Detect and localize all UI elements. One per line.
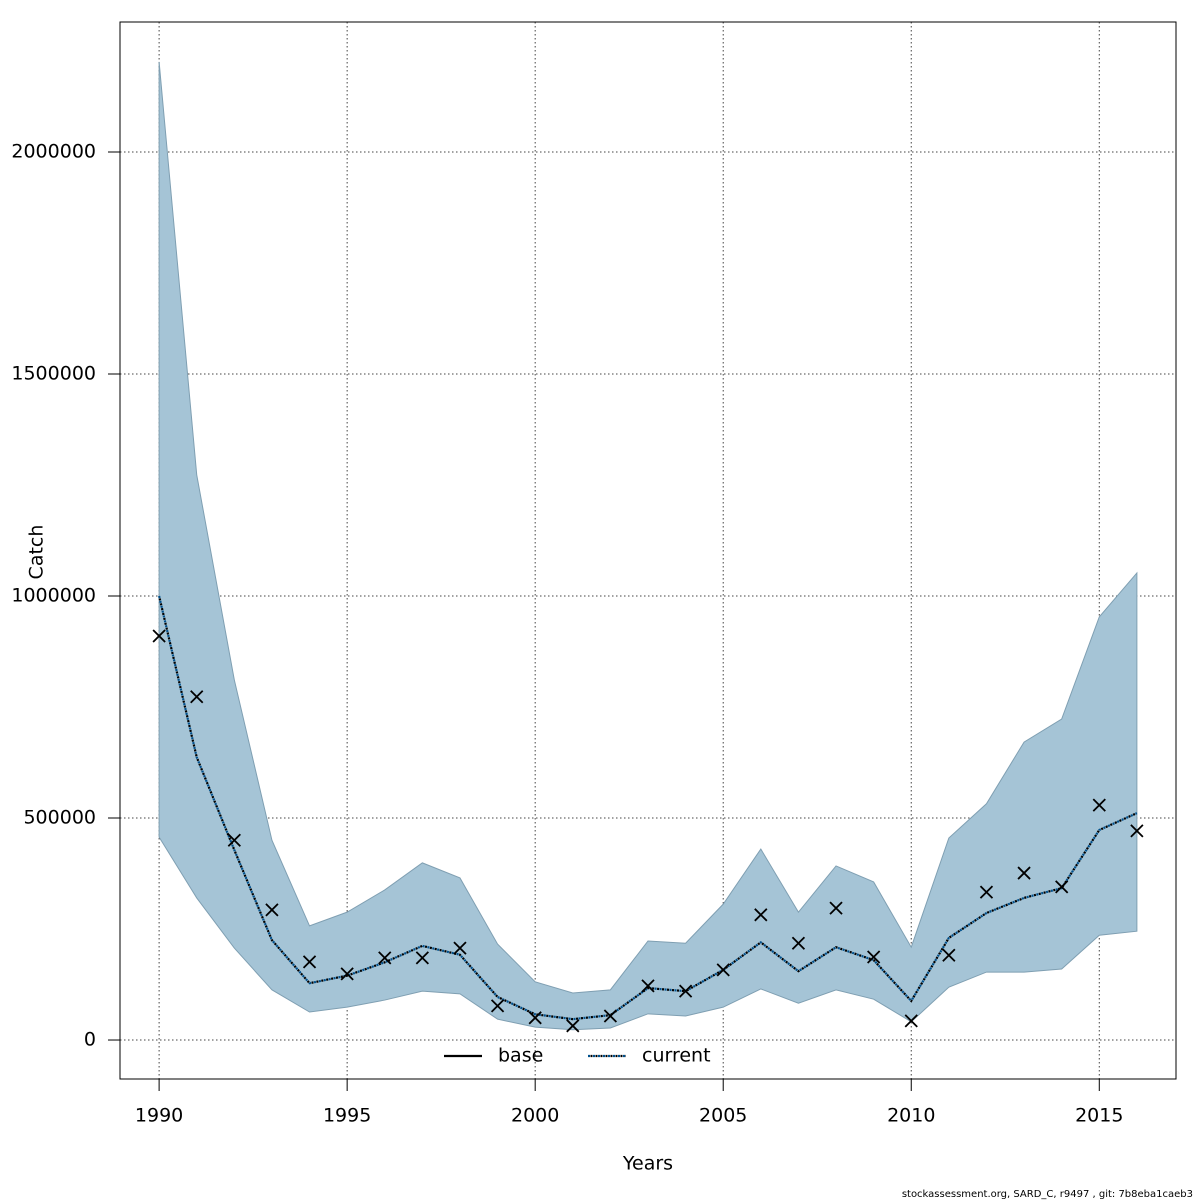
observation-marker [867,950,881,964]
x-tick-label: 2000 [511,1105,559,1127]
y-tick-label: 2000000 [11,141,96,163]
observation-marker [265,903,279,917]
observation-marker [1130,824,1144,838]
observation-marker [716,963,730,977]
confidence-band [158,61,1138,1031]
y-tick-label: 1000000 [11,585,96,607]
x-tick-label: 2015 [1075,1105,1123,1127]
y-tick-label: 1500000 [11,363,96,385]
x-axis-label: Years [622,1153,673,1175]
x-tick-label: 1990 [135,1105,183,1127]
observation-marker [227,833,241,847]
x-tick-label: 2010 [887,1105,935,1127]
x-tick-label: 1995 [323,1105,371,1127]
observation-marker [490,999,505,1013]
y-tick-label: 500000 [23,807,96,829]
footnote: stockassessment.org, SARD_C, r9497 , git… [902,1189,1193,1200]
observation-marker [190,690,204,704]
observation-marker [415,951,429,965]
y-axis-label: Catch [26,525,48,580]
plot-frame [119,21,1177,1080]
observation-marker [1017,866,1031,880]
observation-marker [979,885,994,899]
observation-marker [678,984,693,998]
observation-marker [754,908,768,922]
observation-marker [942,948,956,962]
observation-marker [603,1009,618,1023]
y-tick-label: 0 [84,1029,96,1051]
observation-marker [302,955,317,969]
legend-label: base [498,1045,543,1067]
x-tick-label: 2005 [699,1105,747,1127]
observation-marker [528,1011,542,1025]
observation-marker [566,1019,580,1033]
observation-marker [340,967,354,981]
observation-marker [904,1014,918,1028]
series-line-shadow [158,595,1138,1021]
legend-label: current [642,1045,711,1067]
observation-marker [641,979,655,993]
observation-marker [1092,798,1106,812]
observation-marker [1055,880,1069,894]
observation-marker [378,951,392,965]
observation-marker [453,941,467,955]
observation-marker [791,936,806,950]
series-line [158,595,1138,1021]
observation-marker [829,901,843,915]
observation-marker [152,629,166,643]
